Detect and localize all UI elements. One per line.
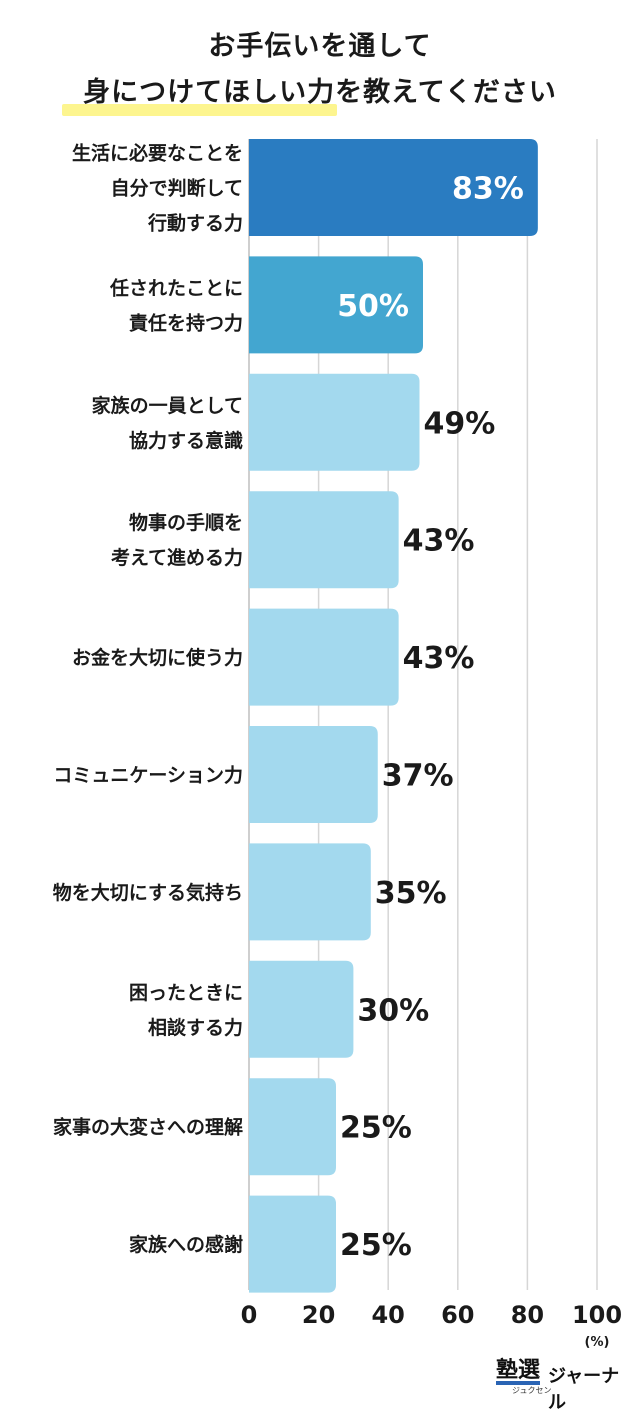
value-label-7: 35% — [375, 876, 447, 911]
category-label-4: 物事の手順を考えて進める力 — [111, 511, 243, 569]
value-label-6: 37% — [382, 759, 454, 794]
logo-word: ジャーナル — [548, 1366, 620, 1413]
logo-sub: ジュクセン — [512, 1386, 552, 1395]
x-tick-label-0: 0 — [241, 1301, 258, 1329]
category-label-line: 生活に必要なことを — [72, 142, 243, 165]
bar-5 — [249, 608, 399, 706]
value-label-5: 43% — [403, 641, 475, 676]
logo-underline — [496, 1381, 540, 1385]
value-label-8: 30% — [357, 993, 429, 1028]
bar-2 — [249, 256, 423, 354]
value-label-2: 50% — [337, 289, 409, 324]
category-label-line: 家事の大変さへの理解 — [53, 1116, 243, 1139]
category-label-line: コミュニケーション力 — [53, 764, 243, 787]
category-label-line: 行動する力 — [147, 212, 243, 235]
category-label-9: 家事の大変さへの理解 — [53, 1116, 243, 1139]
category-label-2: 任されたことに責任を持つ力 — [109, 276, 243, 334]
logo: 塾選 ジュクセン ジャーナル — [496, 1352, 626, 1413]
value-label-9: 25% — [340, 1111, 412, 1146]
category-label-line: 物を大切にする気持ち — [53, 881, 243, 904]
bar-9 — [249, 1078, 336, 1176]
chart-title-line-2: 身につけてほしい力を教えてください — [83, 77, 557, 108]
category-label-line: 責任を持つ力 — [129, 311, 243, 334]
category-label-line: 協力する意識 — [129, 429, 243, 452]
category-label-line: 相談する力 — [148, 1016, 243, 1039]
category-label-line: お金を大切に使う力 — [72, 646, 243, 669]
x-axis-unit-label: (%) — [585, 1335, 610, 1350]
category-label-7: 物を大切にする気持ち — [53, 881, 243, 904]
category-label-line: 任されたことに — [109, 276, 243, 299]
value-label-1: 83% — [452, 172, 524, 207]
logo-mark: 塾選 — [496, 1357, 541, 1383]
x-tick-label-20: 20 — [302, 1301, 335, 1329]
bar-1 — [249, 139, 538, 236]
value-label-10: 25% — [340, 1228, 412, 1263]
bar-10 — [249, 1195, 336, 1293]
category-label-10: 家族への感謝 — [129, 1233, 243, 1256]
category-label-line: 物事の手順を — [129, 511, 243, 534]
category-label-line: 家族の一員として — [92, 394, 243, 417]
chart-title-line-1: お手伝いを通して — [208, 31, 432, 62]
x-tick-label-80: 80 — [511, 1301, 544, 1329]
bar-3 — [249, 373, 420, 471]
value-label-4: 43% — [403, 524, 475, 559]
x-tick-label-40: 40 — [371, 1301, 404, 1329]
category-label-3: 家族の一員として協力する意識 — [92, 394, 243, 452]
x-tick-label-60: 60 — [441, 1301, 474, 1329]
bar-8 — [249, 960, 354, 1058]
title-highlight — [62, 104, 337, 116]
category-label-1: 生活に必要なことを自分で判断して行動する力 — [72, 142, 243, 235]
category-label-line: 自分で判断して — [111, 177, 243, 200]
bar-4 — [249, 491, 399, 589]
bar-6 — [249, 726, 378, 823]
category-label-8: 困ったときに相談する力 — [129, 982, 243, 1039]
category-label-line: 困ったときに — [129, 982, 243, 1004]
category-label-6: コミュニケーション力 — [53, 764, 243, 787]
value-label-3: 49% — [424, 406, 496, 441]
bar-7 — [249, 843, 371, 941]
category-label-5: お金を大切に使う力 — [72, 646, 243, 669]
category-label-line: 家族への感謝 — [129, 1233, 243, 1256]
x-tick-label-100: 100 — [572, 1301, 622, 1329]
category-label-line: 考えて進める力 — [111, 546, 243, 569]
